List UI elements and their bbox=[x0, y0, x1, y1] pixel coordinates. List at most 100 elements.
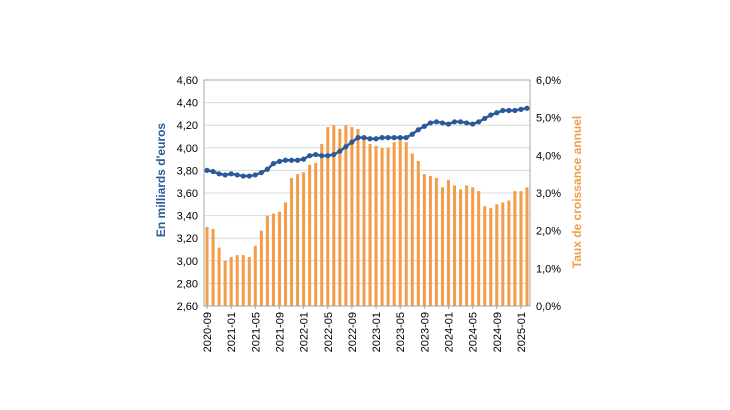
bar bbox=[416, 160, 420, 306]
y-left-tick-label: 4,00 bbox=[177, 143, 198, 155]
line-point bbox=[337, 148, 343, 154]
bar bbox=[483, 206, 487, 306]
bar bbox=[277, 211, 281, 306]
bar bbox=[368, 144, 372, 306]
line-point bbox=[421, 123, 427, 129]
bar bbox=[471, 187, 475, 306]
line-point bbox=[349, 139, 355, 145]
line-point bbox=[307, 153, 313, 159]
x-axis-ticks: 2020-09 2021-01 2021-05 2021-09 2022-01 2022-… bbox=[202, 306, 528, 352]
x-tick-label: 2023-01 bbox=[371, 312, 383, 352]
y-right-tick-label: 0,0% bbox=[536, 301, 561, 313]
line-point bbox=[240, 173, 246, 179]
line-point bbox=[258, 170, 264, 176]
line-point bbox=[228, 171, 234, 177]
left-axis-ticks: 2,60 2,80 3,00 3,20 3,40 3,60 3,80 4,00 4,20 4,40… bbox=[177, 75, 198, 313]
bar bbox=[507, 200, 511, 306]
line-point bbox=[427, 120, 433, 126]
y-left-tick-label: 3,80 bbox=[177, 165, 198, 177]
x-tick-label: 2024-01 bbox=[444, 312, 456, 352]
y-right-tick-label: 1,0% bbox=[536, 263, 561, 275]
y-left-tick-label: 4,60 bbox=[177, 75, 198, 87]
y-axis-left-label: En milliards d'euros bbox=[154, 123, 168, 238]
bar bbox=[320, 144, 324, 306]
line-point bbox=[518, 106, 524, 112]
x-tick-label: 2021-05 bbox=[250, 312, 262, 352]
line-series bbox=[204, 105, 530, 179]
bar bbox=[271, 213, 275, 306]
bar bbox=[223, 260, 227, 306]
x-tick-label: 2020-09 bbox=[202, 312, 214, 352]
y-left-tick-label: 3,40 bbox=[177, 211, 198, 223]
x-tick-label: 2021-01 bbox=[226, 312, 238, 352]
x-tick-label: 2022-05 bbox=[323, 312, 335, 352]
line-point bbox=[433, 119, 440, 125]
x-tick-label: 2024-09 bbox=[492, 312, 504, 352]
y-right-tick-label: 6,0% bbox=[536, 75, 561, 87]
line-point bbox=[391, 135, 397, 141]
bar bbox=[205, 226, 209, 306]
line-point bbox=[524, 105, 530, 111]
line-point bbox=[343, 144, 349, 150]
y-right-tick-label: 4,0% bbox=[536, 150, 561, 162]
bar bbox=[392, 142, 396, 306]
line-point bbox=[282, 157, 289, 163]
y-left-tick-label: 2,80 bbox=[177, 278, 198, 290]
line-point bbox=[494, 110, 500, 116]
bar bbox=[513, 191, 517, 306]
gridlines bbox=[204, 79, 530, 307]
line-point bbox=[476, 119, 482, 125]
line-point bbox=[294, 157, 301, 163]
bar bbox=[477, 191, 481, 306]
y-right-tick-label: 2,0% bbox=[536, 226, 561, 238]
x-tick-label: 2024-05 bbox=[468, 312, 480, 352]
bar bbox=[459, 189, 463, 306]
line-point bbox=[385, 135, 391, 141]
line-point bbox=[301, 156, 307, 162]
y-right-tick-label: 3,0% bbox=[536, 188, 561, 200]
bar bbox=[265, 215, 269, 306]
line-point bbox=[313, 151, 319, 158]
bar bbox=[217, 247, 221, 306]
bar bbox=[440, 187, 444, 306]
bar bbox=[308, 164, 312, 306]
bar bbox=[525, 187, 529, 306]
bar bbox=[229, 257, 233, 306]
line-point bbox=[264, 166, 270, 172]
bar bbox=[374, 145, 378, 306]
bar bbox=[404, 142, 408, 306]
bar bbox=[338, 128, 342, 306]
line-point bbox=[325, 153, 331, 159]
line-point bbox=[204, 167, 210, 173]
line-point bbox=[367, 136, 373, 142]
bar bbox=[332, 125, 336, 306]
plot-frame bbox=[203, 79, 531, 307]
bar bbox=[290, 177, 294, 306]
bar bbox=[241, 255, 245, 306]
line-point bbox=[288, 157, 295, 163]
y-left-tick-label: 3,20 bbox=[177, 233, 198, 245]
line-point bbox=[379, 135, 385, 141]
line-point bbox=[512, 107, 518, 114]
axes bbox=[203, 79, 531, 307]
line-point bbox=[457, 119, 464, 125]
bar bbox=[465, 185, 469, 306]
x-tick-label: 2025-01 bbox=[516, 312, 528, 352]
bar bbox=[350, 127, 354, 306]
line-point bbox=[210, 168, 216, 175]
line-point bbox=[276, 158, 283, 164]
line-point bbox=[397, 135, 403, 141]
bar bbox=[446, 179, 451, 306]
bar bbox=[314, 162, 318, 306]
bar bbox=[489, 208, 493, 306]
bar bbox=[356, 128, 360, 306]
line-point bbox=[361, 135, 367, 141]
bar bbox=[495, 204, 499, 306]
bar bbox=[253, 245, 257, 306]
line-point bbox=[270, 161, 277, 167]
bar bbox=[398, 140, 402, 306]
x-tick-label: 2022-09 bbox=[347, 312, 359, 352]
line-path bbox=[206, 107, 528, 178]
line-point bbox=[403, 135, 409, 141]
